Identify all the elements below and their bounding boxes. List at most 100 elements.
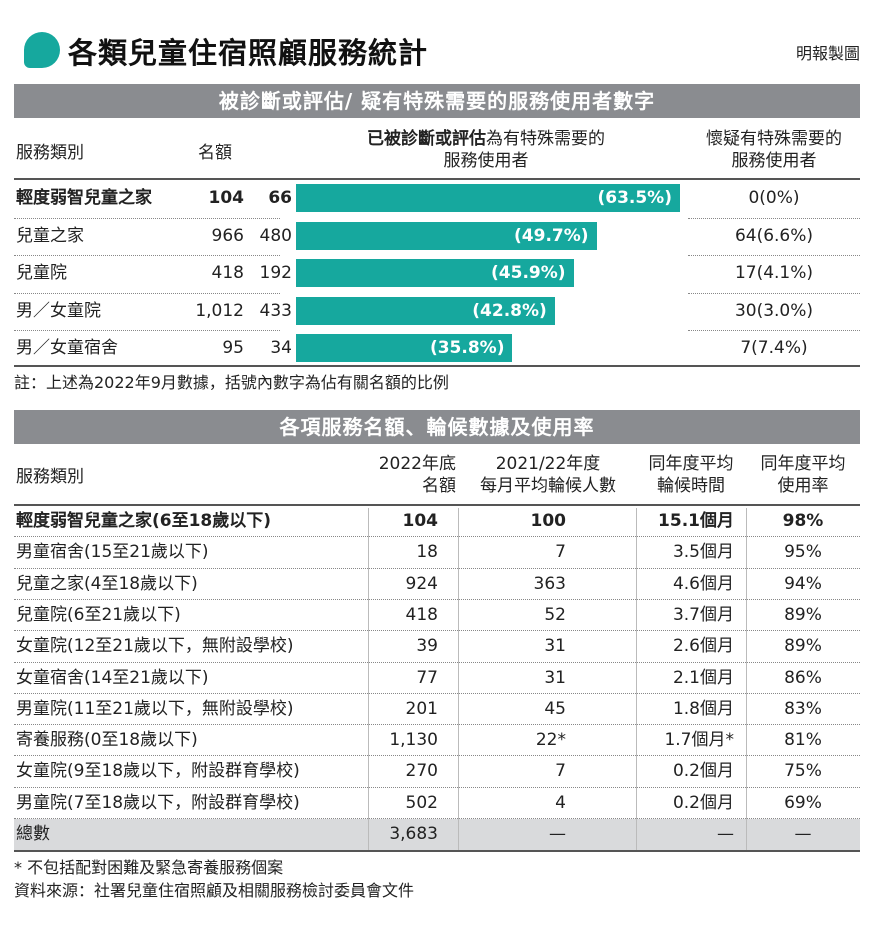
total-row-background <box>14 819 860 850</box>
s2-service-type: 寄養服務(0至18歲以下) <box>16 730 198 751</box>
s1-suspected-value: 7(7.4%) <box>740 338 808 358</box>
s1-row-divider <box>688 330 860 331</box>
s1-bar-label: (49.7%) <box>514 225 589 246</box>
s2-quota: 924 <box>405 573 438 594</box>
s1-col-quota: 名額 <box>198 143 232 163</box>
s1-col-diag-bold: 已被診斷或評估 <box>367 129 486 149</box>
s2-col-use: 同年度平均 使用率 <box>746 453 860 497</box>
s1-quota-value: 95 <box>222 338 244 358</box>
s2-quota: 77 <box>416 667 438 688</box>
s1-bar-label: (45.9%) <box>491 263 566 283</box>
s2-usage-rate: 98% <box>782 511 824 531</box>
s2-quota: 502 <box>405 792 438 813</box>
s2-service-type: 輕度弱智兒童之家(6至18歲以下) <box>16 511 272 531</box>
s2-waiting: 22* <box>535 730 566 751</box>
s1-col-diag-line2: 服務使用者 <box>443 151 529 171</box>
s1-col-suspected: 懷疑有特殊需要的 服務使用者 <box>688 128 860 172</box>
s2-quota: 270 <box>405 761 438 782</box>
s2-usage-rate: 69% <box>784 792 822 813</box>
s2-bottom-rule <box>14 850 860 852</box>
s2-wait-time: 3.5個月 <box>672 542 734 563</box>
speech-bubble-icon <box>24 32 60 68</box>
s2-waiting: 7 <box>555 761 566 782</box>
s2-column-divider <box>368 508 369 850</box>
s1-bar-label: (35.8%) <box>429 338 505 358</box>
s2-waiting: 31 <box>544 667 566 688</box>
s2-column-divider <box>458 508 459 850</box>
s2-col-wait: 2021/22年度 每月平均輪候人數 <box>462 453 634 497</box>
s2-column-divider <box>636 508 637 850</box>
source: 資料來源：社署兒童住宿照顧及相關服務檢討委員會文件 <box>14 881 415 900</box>
s2-row-divider <box>14 630 860 632</box>
s2-row-divider <box>14 567 860 569</box>
s2-row-divider <box>14 786 860 788</box>
s2-service-type: 兒童院(6至21歲以下) <box>16 604 181 625</box>
s1-row-divider <box>688 292 860 294</box>
s2-header-rule <box>14 504 860 506</box>
s2-service-type: 女童院(12至21歲以下，無附設學校) <box>16 636 294 657</box>
s2-waiting: 4 <box>555 792 566 813</box>
s1-bottom-rule <box>14 365 860 367</box>
s1-bar: (35.8%) <box>296 334 513 362</box>
s1-row-divider <box>14 217 280 219</box>
s2-column-divider <box>746 508 747 850</box>
s2-wait-time: 2.6個月 <box>672 636 734 657</box>
s2-waiting: 363 <box>533 573 566 594</box>
s1-row-divider <box>14 255 280 256</box>
s2-usage-rate: 83% <box>784 698 822 719</box>
s1-category-label: 輕度弱智兒童之家 <box>16 188 152 208</box>
s2-col-time-2: 輪候時間 <box>657 476 725 496</box>
s2-row-divider <box>14 755 860 757</box>
s2-usage-rate: 94% <box>784 573 822 594</box>
credit: 明報製圖 <box>795 44 860 63</box>
s2-row-divider <box>14 818 860 819</box>
s1-col-diag-rest: 為有特殊需要的 <box>486 129 605 149</box>
s2-waiting: 45 <box>544 698 566 719</box>
section1-header: 被診斷或評估/ 疑有特殊需要的服務使用者數字 <box>14 84 860 118</box>
s2-usage-rate: — <box>794 824 812 844</box>
s1-note: 註：上述為2022年9月數據，括號內數字為佔有關名額的比例 <box>14 373 449 392</box>
s2-col-time-1: 同年度平均 <box>648 454 734 474</box>
s2-quota: 104 <box>402 511 439 531</box>
s1-suspected-value: 0(0%) <box>748 188 800 208</box>
s1-quota-value: 966 <box>211 225 244 246</box>
page-title: 各類兒童住宿照顧服務統計 <box>68 36 429 70</box>
s2-quota: 418 <box>405 604 438 625</box>
s2-usage-rate: 95% <box>784 542 822 563</box>
s2-waiting: 100 <box>530 511 567 531</box>
s2-waiting: — <box>549 824 566 844</box>
s1-row-divider <box>14 292 280 294</box>
s1-quota-value: 418 <box>211 263 244 283</box>
s2-wait-time: — <box>717 824 734 844</box>
s1-row-divider <box>688 217 860 219</box>
s1-col-diagnosed: 已被診斷或評估為有特殊需要的 服務使用者 <box>296 128 676 172</box>
s2-waiting: 7 <box>555 542 566 563</box>
s1-bar: (49.7%) <box>296 221 597 250</box>
title-row: 各類兒童住宿照顧服務統計 明報製圖 <box>14 28 860 72</box>
s2-service-type: 男童宿舍(15至21歲以下) <box>16 542 209 563</box>
s1-suspected-value: 30(3.0%) <box>734 300 814 321</box>
s2-col-use-2: 使用率 <box>777 476 829 496</box>
s2-row-divider <box>14 598 860 600</box>
s2-col-quota: 2022年底 名額 <box>360 453 456 497</box>
s2-wait-time: 1.8個月 <box>672 698 734 719</box>
section2-header: 各項服務名額、輪候數據及使用率 <box>14 410 860 444</box>
s1-col-susp-line2: 服務使用者 <box>731 151 817 171</box>
s2-col-type: 服務類別 <box>16 467 84 487</box>
s2-wait-time: 3.7個月 <box>672 604 734 625</box>
s1-diagnosed-count: 66 <box>268 188 292 208</box>
s2-quota: 18 <box>416 542 438 563</box>
s2-wait-time: 15.1個月 <box>658 511 734 531</box>
s1-col-type: 服務類別 <box>16 143 84 163</box>
s2-usage-rate: 81% <box>784 730 822 751</box>
s1-category-label: 兒童之家 <box>16 225 84 246</box>
s1-bar-label: (42.8%) <box>472 300 547 321</box>
s2-wait-time: 2.1個月 <box>672 667 734 688</box>
s2-row-divider <box>14 536 860 538</box>
s1-bar-label: (63.5%) <box>597 188 672 208</box>
s1-diagnosed-count: 433 <box>259 300 292 321</box>
s2-waiting: 52 <box>544 604 566 625</box>
s1-diagnosed-count: 480 <box>259 225 292 246</box>
s2-usage-rate: 75% <box>784 761 822 782</box>
s1-row-divider <box>14 330 280 331</box>
